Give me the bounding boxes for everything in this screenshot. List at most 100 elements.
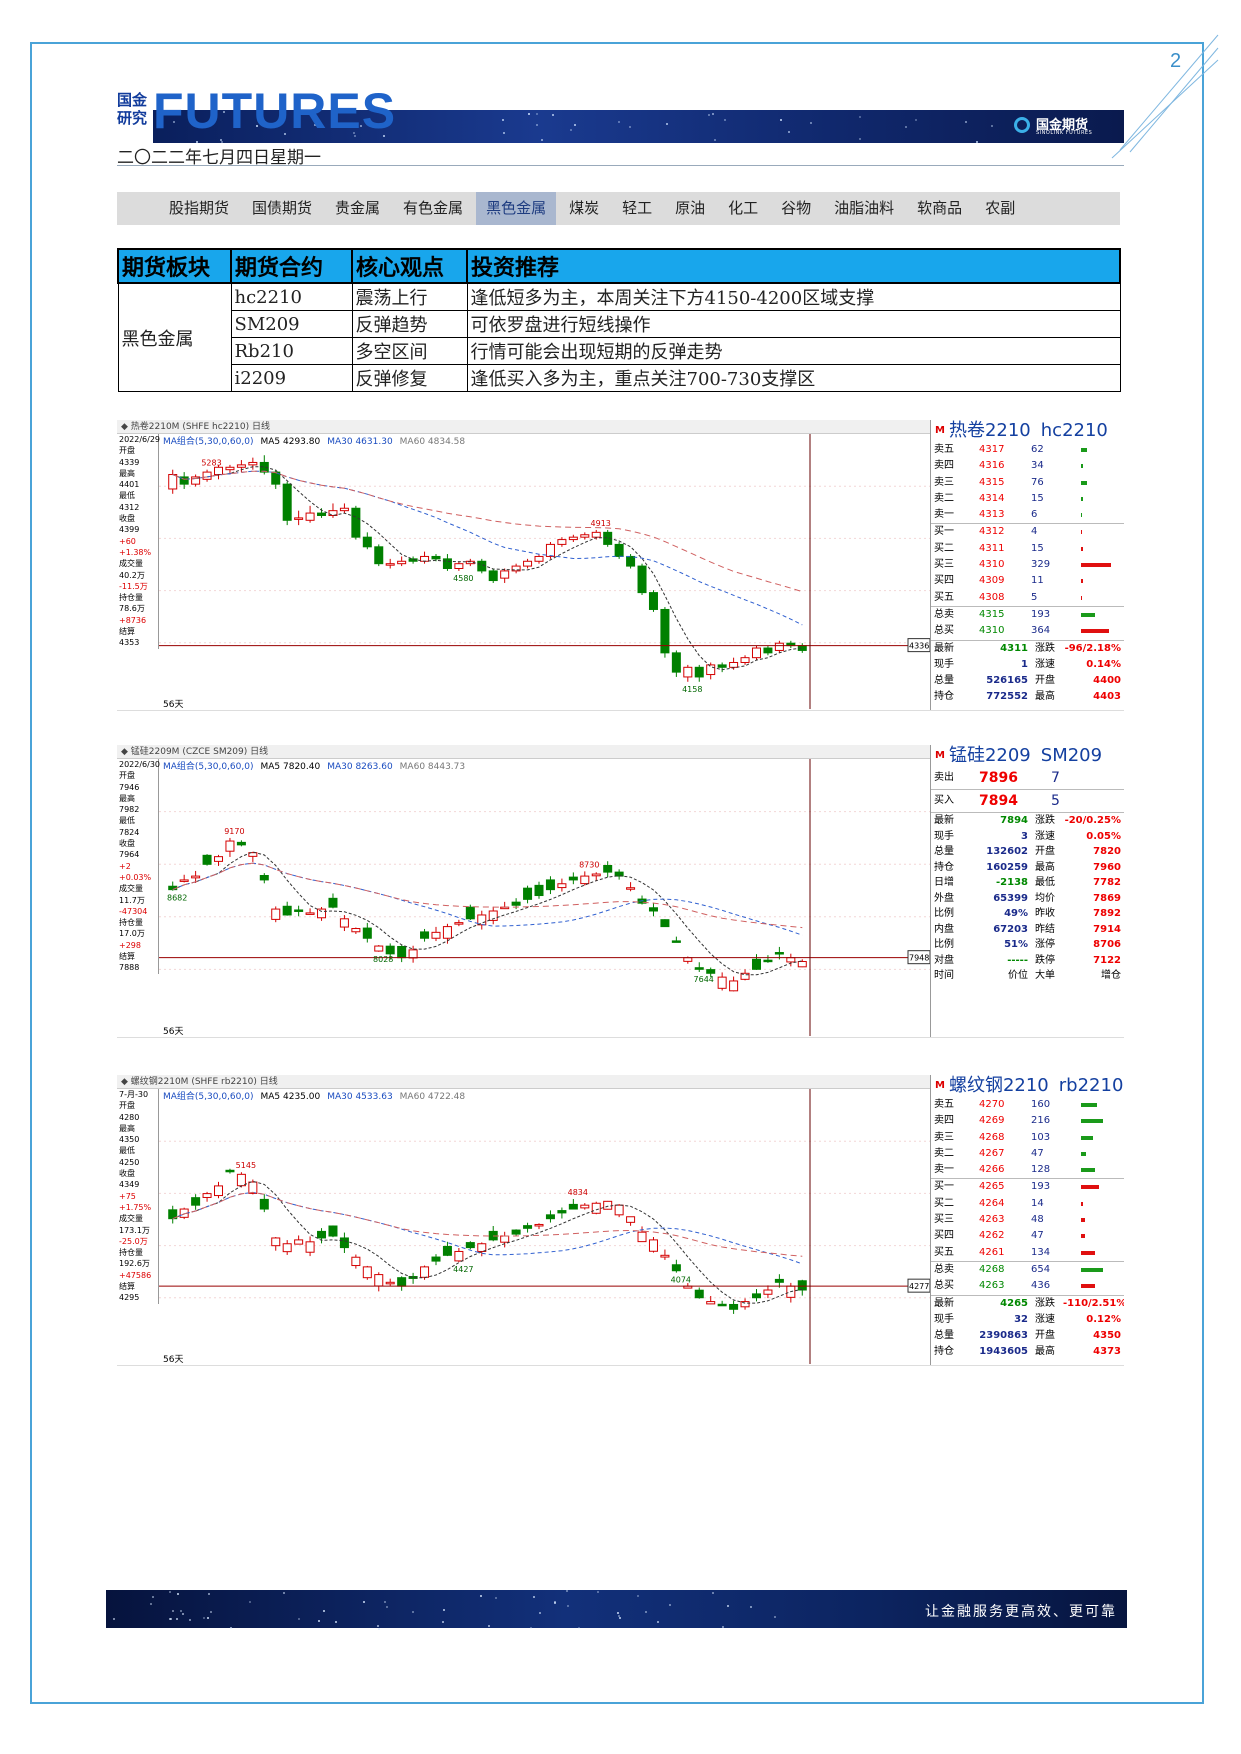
star-dot <box>714 138 717 141</box>
quote-stat-row: 比例 49% 昨收 7892 <box>934 908 1121 919</box>
volume-bar <box>1081 1218 1085 1223</box>
candle-body <box>431 555 441 560</box>
nav-item[interactable]: 煤炭 <box>569 199 600 217</box>
candle-body <box>431 931 441 939</box>
candle-body <box>534 555 544 562</box>
candle-body <box>397 945 407 959</box>
candle-body <box>751 1293 761 1299</box>
star-dot <box>574 124 577 127</box>
star-dot <box>976 140 979 143</box>
order-total-row: 总卖 4315 193 <box>931 607 1124 623</box>
bar-info-line: 17.0万 <box>119 929 145 939</box>
footer-slogan: 让金融服务更高效、更可靠 <box>925 1604 1117 1620</box>
nav-item[interactable]: 轻工 <box>622 199 653 217</box>
candle-body <box>545 879 555 891</box>
nav-item[interactable]: 股指期货 <box>169 199 230 217</box>
quote-title-code: SM209 <box>1040 745 1103 766</box>
nav-item[interactable]: 贵金属 <box>335 199 381 217</box>
star-dot <box>529 1627 532 1630</box>
star-dot <box>554 1601 557 1604</box>
candle-body <box>374 546 384 565</box>
star-dot <box>210 1611 213 1614</box>
star-dot <box>724 119 727 122</box>
volume-bar <box>1081 1250 1095 1255</box>
candle-body <box>374 945 384 952</box>
candle-body <box>763 647 773 654</box>
report-date: 二〇二二年七月四日星期一 <box>117 148 321 168</box>
bar-info-line: +75 <box>119 1191 136 1201</box>
bar-info-line: 最低 <box>119 491 135 501</box>
bar-info-line: 开盘 <box>119 1101 135 1111</box>
candle-body <box>580 534 590 538</box>
extreme-value-label: 4074 <box>671 1276 691 1285</box>
date-divider <box>117 165 1124 166</box>
moving-average-line <box>172 862 803 936</box>
ma-legend-item: MA5 7820.40 <box>260 762 321 772</box>
star-dot <box>538 1611 541 1614</box>
candle-body <box>660 1254 670 1258</box>
nav-item[interactable]: 化工 <box>728 199 759 217</box>
quote-stat-row: 日增 -2138 最低 7782 <box>934 877 1121 888</box>
candle-body <box>591 1202 601 1214</box>
star-dot <box>297 1617 300 1620</box>
nav-item[interactable]: 谷物 <box>781 199 812 217</box>
star-dot <box>617 120 620 123</box>
candle-body <box>225 1169 235 1173</box>
star-dot <box>219 139 222 141</box>
ma-legend-item: MA60 4834.58 <box>399 437 466 447</box>
period-days-label: 56天 <box>163 700 184 710</box>
nav-item[interactable]: 农副 <box>985 199 1016 217</box>
star-dot <box>711 112 714 115</box>
candle-body <box>248 852 258 857</box>
candle-body <box>740 657 750 663</box>
star-dot <box>495 1596 498 1599</box>
bar-info-line: +1.75% <box>119 1202 152 1212</box>
price-marker: 4277 <box>909 1282 929 1291</box>
candle-body <box>294 1239 304 1245</box>
candle-body <box>271 471 281 485</box>
hc2210-chart-screenshot: ◆ 热卷2210M (SHFE hc2210) 日线 2022/6/29 开盘 433… <box>117 420 1124 711</box>
star-dot <box>665 123 668 126</box>
star-dot <box>335 122 338 125</box>
volume-bar <box>1081 1119 1103 1124</box>
nav-item[interactable]: 软商品 <box>917 199 963 217</box>
star-dot <box>656 1620 659 1623</box>
candle-body <box>225 466 235 471</box>
star-dot <box>618 1615 621 1618</box>
main-contract-badge: M <box>935 750 945 761</box>
nav-item[interactable]: 有色金属 <box>403 199 464 217</box>
nav-item[interactable]: 黑色金属 <box>476 192 557 225</box>
candle-body <box>339 507 349 512</box>
nav-item[interactable]: 国债期货 <box>252 199 313 217</box>
logo-futures: FUTURES <box>153 83 397 139</box>
candle-body <box>305 512 315 521</box>
star-dot <box>914 118 917 121</box>
candle-body <box>580 875 590 885</box>
contract-cell: Rb210 <box>230 337 353 365</box>
candle-body <box>202 854 212 865</box>
candlestick-plot: 4336 5283 4913 4580 4158 <box>159 434 930 709</box>
nav-item[interactable]: 原油 <box>675 199 706 217</box>
extreme-value-label: 4580 <box>453 574 473 583</box>
candle-body <box>740 1301 750 1308</box>
candle-body <box>179 879 189 882</box>
candle-body <box>774 952 784 955</box>
star-dot <box>488 1624 491 1627</box>
candle-body <box>568 1203 578 1210</box>
nav-item[interactable]: 油脂油料 <box>834 199 895 217</box>
candle-body <box>282 905 292 916</box>
star-dot <box>858 115 861 118</box>
advice-cell: 可依罗盘进行短线操作 <box>466 310 1121 338</box>
candle-body <box>191 875 201 879</box>
candle-body <box>454 563 464 569</box>
moving-average-line <box>172 470 803 593</box>
page-number: 2 <box>1170 50 1182 72</box>
moving-average-line <box>172 1180 803 1304</box>
moving-average-line <box>172 470 803 626</box>
bar-info-line: 4312 <box>119 502 140 512</box>
order-book-row: 买四 4309 11 <box>931 573 1124 589</box>
candle-body <box>786 957 796 963</box>
candle-body <box>477 914 487 926</box>
candle-body <box>351 928 361 933</box>
order-total-row: 总买 4263 436 <box>931 1278 1124 1296</box>
